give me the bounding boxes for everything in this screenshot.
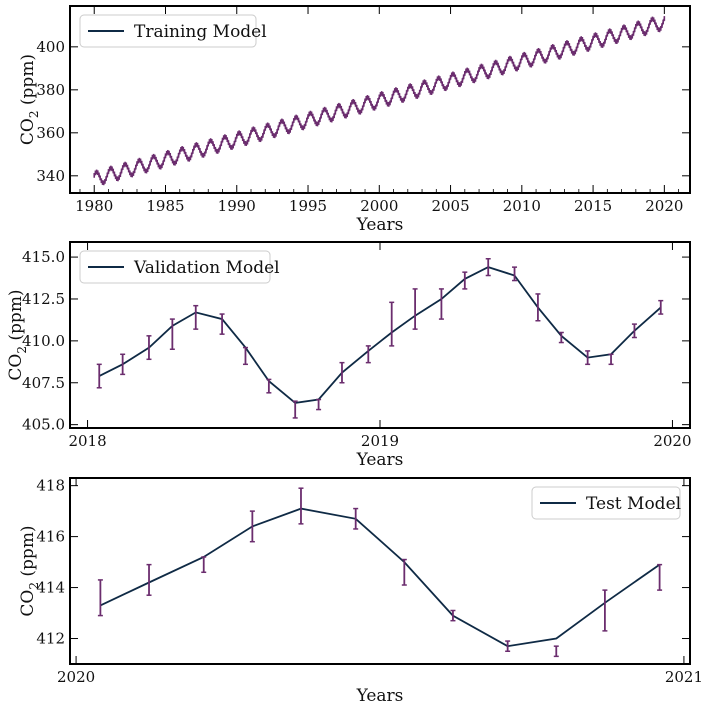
y-tick-label: 340 [36, 167, 65, 185]
y-tick-label: 418 [36, 477, 65, 495]
y-axis-label-sub: 2 [15, 346, 29, 354]
x-axis-label: Years [356, 215, 404, 235]
x-axis-label: Years [356, 686, 404, 706]
legend-label: Test Model [586, 494, 681, 514]
legend-label: Training Model [134, 22, 267, 42]
plot-frame [69, 5, 691, 194]
training-series-line [93, 18, 666, 184]
y-tick-label: 416 [36, 528, 65, 546]
y-axis-label-sub: 2 [27, 582, 41, 590]
y-axis-label: CO2 (ppm) [6, 289, 29, 380]
legend: Test Model [531, 486, 681, 520]
x-tick-label: 2019 [361, 432, 399, 450]
x-tick-label: 2000 [360, 197, 398, 215]
x-tick-label: 1985 [146, 197, 184, 215]
y-axis-label-main: CO [6, 354, 26, 381]
x-tick-label: 2015 [574, 197, 612, 215]
y-tick-label: 412 [36, 630, 65, 648]
x-tick-label: 2005 [431, 197, 469, 215]
legend-label: Validation Model [133, 258, 280, 278]
y-tick-label: 400 [36, 38, 65, 56]
chart-panel-validation: 2018 2019 2020 405.0 407.5 410.0 412.5 415.0 Yea… [6, 241, 692, 470]
legend-box [79, 14, 257, 48]
y-axis-label-main: CO [18, 118, 38, 145]
y-axis-label-sub: 2 [27, 110, 41, 118]
model-line [100, 507, 661, 648]
x-tick-label: 1995 [289, 197, 327, 215]
y-axis-label-tail: (ppm) [18, 54, 38, 111]
chart-panel-test: 2020 2021 412 414 416 418 Years CO2 (ppm) Test M… [18, 477, 703, 706]
y-tick-label: 360 [36, 124, 65, 142]
legend: Training Model [79, 14, 267, 48]
x-axis-label: Years [356, 450, 404, 470]
model-line [98, 266, 662, 404]
y-tick-label: 405.0 [22, 416, 65, 434]
y-axis-label-tail: (ppm) [18, 525, 38, 582]
y-tick-label: 410.0 [22, 332, 65, 350]
x-tick-label: 2020 [57, 668, 95, 686]
x-tick-label: 2020 [645, 197, 683, 215]
legend: Validation Model [79, 250, 280, 284]
y-tick-label: 414 [36, 579, 65, 597]
x-tick-label: 1990 [218, 197, 256, 215]
legend-box [79, 250, 271, 284]
plot-frame [69, 241, 691, 429]
x-tick-label: 2020 [653, 432, 691, 450]
y-axis-label-main: CO [18, 590, 38, 617]
x-tick-label: 2021 [665, 668, 703, 686]
y-tick-label: 380 [36, 81, 65, 99]
x-tick-label: 1980 [75, 197, 113, 215]
y-axis-label: CO2 (ppm) [18, 54, 41, 145]
y-tick-label: 407.5 [22, 374, 65, 392]
x-tick-label: 2018 [68, 432, 106, 450]
plot-frame [69, 477, 691, 665]
x-tick-label: 2010 [503, 197, 541, 215]
y-tick-label: 412.5 [22, 290, 65, 308]
legend-box [531, 486, 681, 520]
y-axis-label: CO2 (ppm) [18, 525, 41, 616]
y-tick-label: 415.0 [22, 248, 65, 266]
chart-panel-training: 1980 1985 1990 1995 2000 2005 2010 2015 2020 340 3… [18, 5, 691, 235]
y-axis-label-tail: (ppm) [6, 289, 26, 346]
